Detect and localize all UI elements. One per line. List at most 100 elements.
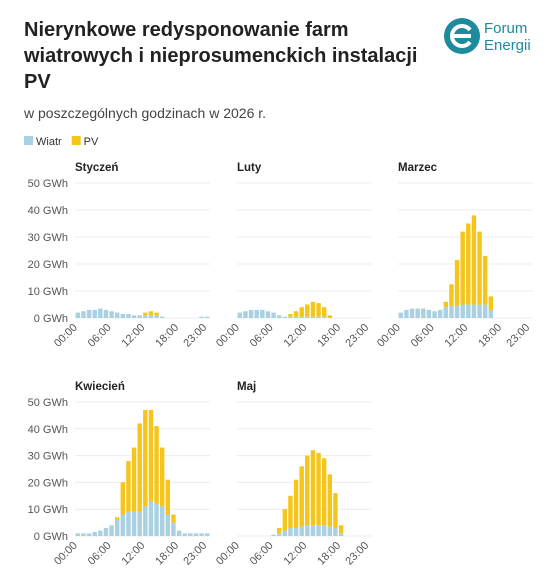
bar-segment [114, 312, 120, 318]
bar-segment [338, 533, 344, 536]
bar-segment [460, 231, 465, 305]
x-tick-label: 23:00 [181, 322, 209, 350]
bar-segment [165, 514, 171, 536]
bar-segment [293, 479, 299, 528]
bar-segment [477, 304, 482, 318]
bar-segment [293, 311, 299, 317]
bar-segment [81, 311, 86, 318]
x-tick-label: 12:00 [281, 540, 309, 568]
bar-segment [316, 303, 321, 317]
bar-segment [120, 313, 126, 318]
bar-segment [159, 316, 165, 318]
bar-segment [109, 311, 114, 318]
bar-segment [276, 315, 282, 318]
bar-segment [426, 309, 432, 318]
bar-segment [454, 259, 460, 306]
bar-segment [321, 525, 327, 536]
bar-segment [120, 482, 126, 515]
x-tick-label: 23:00 [343, 540, 371, 568]
bar-segment [92, 531, 97, 536]
bar-segment [126, 460, 131, 512]
y-tick-label: 50 GWh [28, 397, 68, 409]
bar-segment [92, 309, 97, 318]
bar-segment [488, 296, 494, 310]
bar-segment [154, 312, 159, 316]
bar-segment [126, 511, 131, 536]
bar-segment [282, 530, 288, 536]
bar-segment [310, 316, 316, 318]
bar-segment [103, 309, 109, 318]
x-tick-label: 06:00 [409, 322, 437, 350]
legend-swatch [71, 136, 81, 145]
bar-segment [321, 307, 327, 317]
title-line: PV [24, 71, 51, 93]
bar-segment [199, 533, 204, 536]
bar-segment [482, 255, 488, 305]
y-tick-label: 20 GWh [28, 477, 68, 489]
bar-segment [305, 316, 310, 318]
bar-segment [98, 308, 103, 318]
bar-segment [137, 511, 142, 536]
title-line: wiatrowych i nieprosumenckich instalacji [23, 45, 417, 67]
bar-segment [154, 426, 159, 504]
logo-text: Energii [484, 37, 531, 54]
panel-title: Kwiecień [75, 381, 125, 393]
bar-segment [333, 527, 338, 536]
y-tick-label: 0 GWh [34, 531, 68, 543]
bar-segment [321, 316, 327, 318]
bar-segment [432, 311, 437, 318]
bar-segment [131, 315, 137, 318]
bar-segment [288, 527, 293, 536]
bar-segment [293, 316, 299, 318]
bar-segment [165, 479, 171, 515]
bar-segment [126, 313, 131, 318]
legend-swatch [24, 136, 33, 145]
bar-segment [193, 533, 199, 536]
x-tick-label: 06:00 [86, 540, 114, 568]
plots: Styczeń 0 GWh 10 GWh 20 GWh 30 GWh 40 GWh 50 G… [28, 162, 533, 568]
bar-segment [443, 301, 449, 308]
subtitle: w poszczególnych godzinach w 2026 r. [23, 105, 266, 121]
x-tick-label: 12:00 [119, 322, 147, 350]
x-tick-label: 00:00 [375, 322, 403, 350]
title-line: Nierynkowe redysponowanie farm [24, 19, 349, 41]
bar-segment [159, 447, 165, 507]
bar-segment [398, 312, 404, 318]
bar-segment [137, 315, 142, 318]
bar-segment [182, 533, 187, 536]
bar-segment [276, 527, 282, 534]
bar-segment [305, 304, 310, 317]
bar-segment [305, 525, 310, 536]
bar-segment [86, 533, 92, 536]
bar-segment [471, 215, 477, 305]
bar-segment [409, 308, 415, 318]
bar-segment [327, 474, 333, 527]
bar-segment [75, 312, 81, 318]
y-tick-label: 20 GWh [28, 259, 68, 271]
legend-label: Wiatr [36, 136, 62, 148]
y-tick-label: 50 GWh [28, 178, 68, 190]
bar-segment [248, 309, 254, 318]
bar-segment [271, 312, 276, 318]
bar-segment [137, 423, 142, 512]
x-tick-label: 00:00 [214, 322, 242, 350]
bar-segment [143, 506, 148, 536]
bar-segment [327, 315, 333, 318]
bar-segment [271, 534, 276, 536]
bar-segment [316, 452, 321, 526]
x-tick-label: 12:00 [119, 540, 147, 568]
bar-segment [288, 495, 293, 528]
bar-segment [310, 525, 316, 536]
panel-title: Styczeń [75, 162, 118, 174]
bar-segment [282, 316, 288, 318]
bar-segment [109, 525, 114, 536]
bar-segment [443, 307, 449, 318]
legend-label: PV [84, 136, 99, 148]
bar-segment [204, 533, 210, 536]
bar-segment [86, 309, 92, 318]
bar-segment [454, 305, 460, 318]
bar-segment [131, 447, 137, 512]
x-tick-label: 23:00 [181, 540, 209, 568]
x-tick-label: 00:00 [52, 322, 80, 350]
